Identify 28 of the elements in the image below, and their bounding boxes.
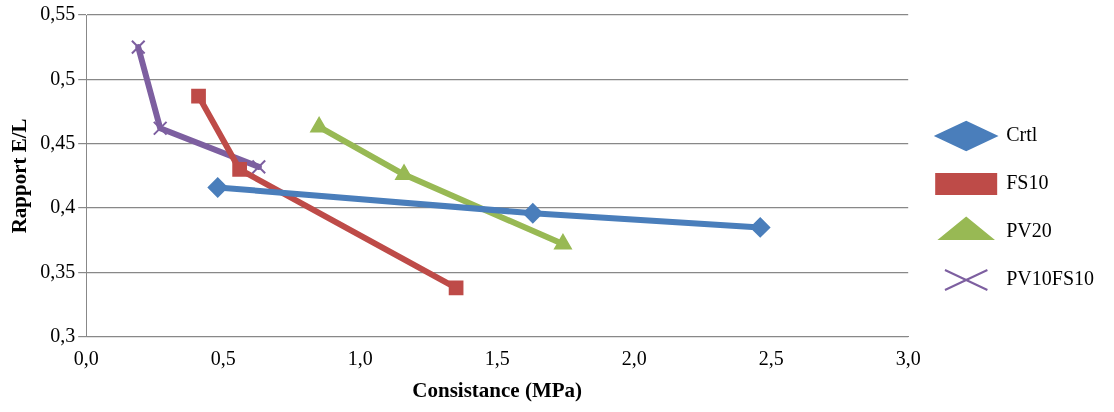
y-axis-title: Rapport E/L — [7, 118, 32, 234]
point — [152, 120, 168, 136]
y-tick-label: 0,3 — [50, 324, 76, 347]
x-tick-label: 0,5 — [210, 347, 236, 370]
y-tick-label: 0,55 — [40, 2, 76, 25]
point — [448, 280, 464, 296]
x-axis-title: Consistance (MPa) — [412, 377, 583, 402]
x-tick-label: 1,0 — [347, 347, 373, 370]
point — [750, 217, 771, 238]
point — [191, 88, 206, 104]
legend-label: Crtl — [1006, 123, 1038, 146]
x-tick-label: 1,5 — [484, 347, 510, 370]
point — [251, 159, 267, 175]
y-tick-label: 0,4 — [50, 195, 76, 218]
point — [207, 177, 228, 198]
x-tick-label: 3,0 — [895, 347, 921, 370]
x-tick-label: 2,5 — [758, 347, 784, 370]
legend-label: PV10FS10 — [1006, 267, 1094, 290]
x-tick-label: 0,0 — [73, 347, 99, 370]
y-tick-label: 0,45 — [40, 130, 76, 153]
legend-label: PV20 — [1006, 219, 1052, 242]
point — [232, 162, 247, 177]
y-tick-label: 0,5 — [50, 66, 76, 89]
legend-label: FS10 — [1006, 171, 1049, 194]
point — [522, 203, 543, 224]
point — [130, 39, 146, 55]
x-tick-label: 2,0 — [621, 347, 647, 370]
y-tick-label: 0,35 — [40, 259, 76, 282]
